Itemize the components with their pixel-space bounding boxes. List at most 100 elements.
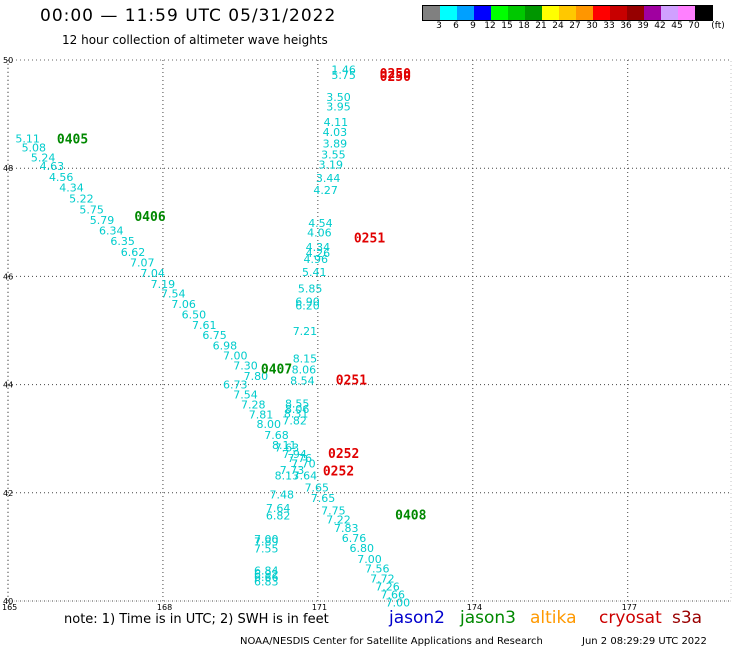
wave-height-value: 4.96 [304, 253, 329, 266]
wave-height-value: 4.26 [306, 247, 331, 260]
scale-swatch [440, 6, 457, 20]
wave-height-value: 3.89 [323, 137, 348, 150]
scale-label: 12 [484, 21, 496, 31]
wave-height-value: 7.63 [275, 441, 300, 454]
wave-height-value: 7.81 [249, 408, 274, 421]
wave-height-value: 7.61 [192, 319, 217, 332]
lon-tick-label: 168 [157, 603, 172, 612]
wave-height-value: 8.31 [284, 407, 309, 420]
scale-swatch [423, 6, 440, 20]
wave-height-value: 8.54 [290, 374, 315, 387]
longitude-tick-labels: 165 168 171 174 177 [2, 603, 637, 612]
wave-height-value: 7.48 [269, 488, 294, 501]
chart-subtitle: 12 hour collection of altimeter wave hei… [62, 33, 328, 47]
pass-label: 0408 [395, 508, 426, 523]
wave-height-value: 7.94 [282, 448, 307, 461]
wave-height-value: 7.21 [293, 325, 318, 338]
wave-height-value: 7.68 [264, 429, 289, 442]
wave-height-value: 4.03 [323, 126, 348, 139]
wave-height-value: 7.56 [365, 563, 390, 576]
wave-height-value: 7.19 [151, 278, 176, 291]
wave-height-value: 6.80 [350, 542, 375, 555]
wave-height-value: 6.50 [182, 308, 207, 321]
scale-swatch [559, 6, 576, 20]
wave-height-value: 4.34 [306, 241, 331, 254]
wave-height-value: 7.54 [161, 288, 186, 301]
wave-height-value: 7.65 [311, 492, 336, 505]
scale-swatch [593, 6, 610, 20]
wave-height-value: 8.00 [257, 418, 282, 431]
wave-height-value: 6.84 [254, 565, 279, 578]
wave-height-value: 5.11 [15, 132, 40, 145]
scale-swatch [610, 6, 627, 20]
wave-height-value: 7.64 [266, 502, 291, 515]
lon-tick-label: 171 [312, 603, 327, 612]
wave-height-values: 1.465.753.503.954.114.033.893.553.193.44… [15, 64, 410, 610]
wave-height-value: 4.56 [49, 171, 74, 184]
wave-height-value: 8.06 [292, 363, 317, 376]
scale-label: 45 [671, 21, 683, 31]
pass-label: 0405 [57, 132, 88, 147]
lat-tick-label: 50 [3, 56, 13, 65]
wave-height-value: 7.30 [233, 360, 258, 373]
pass-label: 0250 [380, 70, 411, 85]
pass-label: 0407 [261, 362, 292, 377]
wave-height-value: 8.11 [272, 439, 297, 452]
footer-credit: NOAA/NESDIS Center for Satellite Applica… [240, 636, 543, 647]
wave-height-value: 7.54 [233, 388, 258, 401]
wave-height-value: 4.27 [313, 184, 338, 197]
wave-height-value: 5.79 [90, 214, 115, 227]
wave-height-value: 7.00 [223, 349, 248, 362]
wave-height-value: 7.65 [305, 481, 330, 494]
wave-height-value: 7.04 [140, 267, 165, 280]
map-grid [7, 59, 732, 602]
wave-height-value: 4.06 [307, 227, 332, 240]
wave-height-value: 6.83 [254, 576, 279, 589]
scale-swatch [491, 6, 508, 20]
wave-height-value: 5.85 [298, 282, 323, 295]
pass-label: 0251 [354, 231, 385, 246]
scale-label: 36 [620, 21, 632, 31]
map-frame [7, 59, 732, 602]
pass-label: 0251 [336, 374, 367, 389]
scale-label: 21 [535, 21, 547, 31]
wave-height-value: 1.46 [331, 64, 356, 77]
scale-label: 30 [586, 21, 598, 31]
wave-height-value: 6.34 [99, 224, 124, 237]
wave-height-value: 3.95 [326, 101, 351, 114]
wave-height-value: 3.55 [321, 149, 346, 162]
wave-height-value: 7.55 [254, 543, 279, 556]
chart-title: 00:00 — 11:59 UTC 05/31/2022 [40, 6, 337, 26]
footer-date: Jun 2 08:29:29 UTC 2022 [582, 636, 707, 647]
legend-jason3: jason3 [460, 608, 516, 628]
scale-label: 70 [688, 21, 700, 31]
wave-height-value: 7.00 [357, 553, 382, 566]
wave-height-value: 8.13 [275, 469, 300, 482]
scale-swatch [661, 6, 678, 20]
scale-label: 27 [569, 21, 581, 31]
scale-label: 15 [501, 21, 513, 31]
wave-height-value: 5.22 [69, 192, 94, 205]
scale-swatch [508, 6, 525, 20]
wave-height-value: 3.44 [316, 172, 341, 185]
lat-tick-label: 46 [3, 272, 13, 281]
wave-height-value: 3.19 [319, 158, 344, 171]
latitude-tick-labels: 40 42 44 46 48 50 [3, 56, 13, 606]
scale-swatch [525, 6, 542, 20]
lat-tick-label: 48 [3, 164, 13, 173]
wave-height-value: 4.54 [308, 217, 333, 230]
scale-label: 42 [654, 21, 666, 31]
wave-height-value: 7.70 [291, 458, 316, 471]
scale-label: 24 [552, 21, 564, 31]
scale-swatch [678, 6, 695, 20]
wave-height-value: 8.15 [293, 353, 318, 366]
wave-height-value: 7.76 [288, 452, 313, 465]
wave-height-value: 5.75 [79, 203, 104, 216]
wave-height-value: 7.28 [241, 399, 266, 412]
legend-jason2: jason2 [389, 608, 445, 628]
wave-height-value: 5.41 [302, 266, 327, 279]
wave-height-value: 6.92 [254, 568, 279, 581]
scale-label: 6 [453, 21, 459, 31]
